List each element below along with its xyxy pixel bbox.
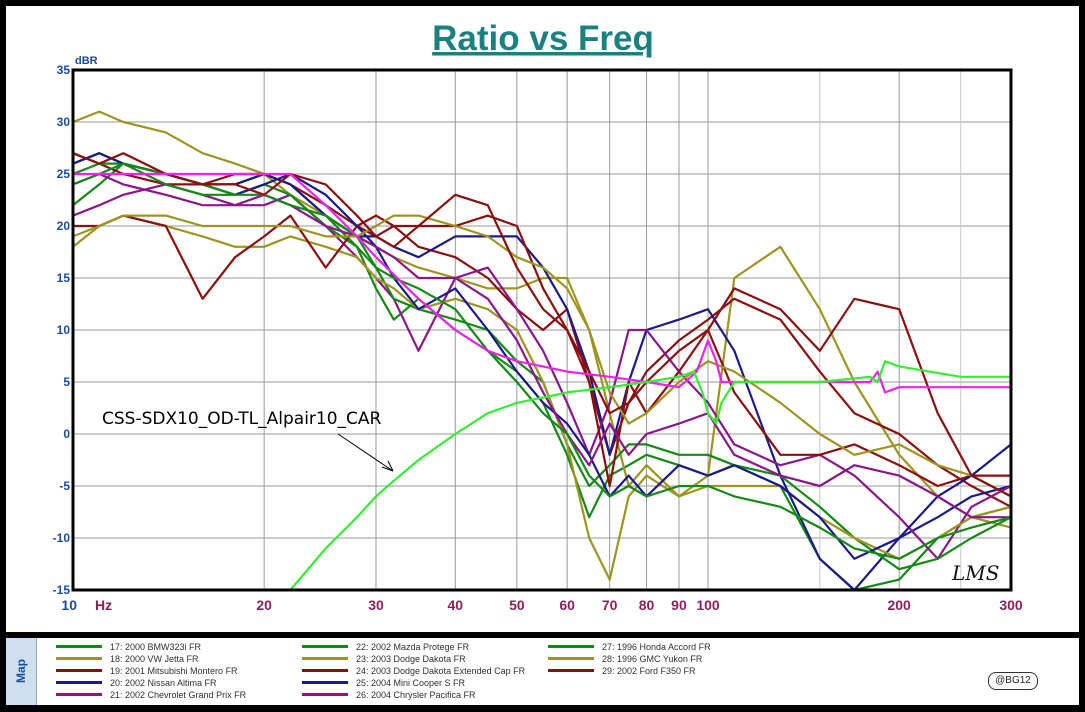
x-axis-unit: Hz bbox=[95, 597, 112, 613]
series-line bbox=[73, 214, 1011, 488]
series-line bbox=[72, 152, 1012, 498]
series-line bbox=[72, 162, 1012, 560]
legend-label: 22: 2002 Mazda Protege FR bbox=[356, 642, 470, 652]
legend-entry: 27: 1996 Honda Accord FR bbox=[548, 641, 711, 653]
x-tick-label: 60 bbox=[559, 597, 575, 613]
legend-label: 27: 1996 Honda Accord FR bbox=[602, 642, 711, 652]
legend-label: 25: 2004 Mini Cooper S FR bbox=[356, 678, 466, 688]
y-tick-label: 0 bbox=[63, 427, 70, 441]
y-tick-label: 10 bbox=[57, 323, 71, 337]
map-tab-label: Map bbox=[14, 659, 28, 683]
legend-entry: 19: 2001 Mitsubishi Montero FR bbox=[56, 665, 238, 677]
series-line bbox=[72, 172, 1011, 519]
series-line bbox=[72, 183, 1012, 560]
y-tick-label: 30 bbox=[57, 115, 71, 129]
legend-swatch bbox=[302, 657, 348, 661]
y-tick-label: -10 bbox=[53, 531, 71, 545]
legend-swatch bbox=[302, 645, 348, 649]
series-line bbox=[72, 152, 1012, 592]
map-tab[interactable]: Map bbox=[6, 638, 37, 705]
legend-label: 18: 2000 VW Jetta FR bbox=[110, 654, 199, 664]
legend-label: 19: 2001 Mitsubishi Montero FR bbox=[110, 666, 238, 676]
y-tick-label: 5 bbox=[63, 375, 70, 389]
y-tick-label: -5 bbox=[59, 479, 70, 493]
legend-label: 26: 2004 Chrysler Pacifica FR bbox=[356, 690, 476, 700]
y-axis-ticks: 35 30 25 20 15 10 5 0 -5 -10 -15 bbox=[53, 63, 71, 597]
legend-swatch bbox=[548, 657, 594, 661]
legend-swatch bbox=[56, 657, 102, 661]
series-line bbox=[72, 214, 1012, 498]
series-lines bbox=[72, 110, 1012, 592]
legend-entry: 23: 2003 Dodge Dakota FR bbox=[302, 653, 466, 665]
legend-entry: 21: 2002 Chevrolet Grand Prix FR bbox=[56, 689, 246, 701]
x-tick-label: 30 bbox=[368, 597, 384, 613]
series-line bbox=[72, 110, 1012, 529]
legend-label: 23: 2003 Dodge Dakota FR bbox=[356, 654, 466, 664]
annotation-label: CSS-SDX10_OD-TL_Alpair10_CAR bbox=[102, 409, 382, 429]
legend-entry: 29: 2002 Ford F350 FR bbox=[548, 665, 696, 677]
legend-entry: 20: 2002 Nissan Altima FR bbox=[56, 677, 217, 689]
x-tick-label: 300 bbox=[999, 597, 1023, 613]
x-tick-label: 20 bbox=[256, 597, 272, 613]
legend-swatch bbox=[548, 669, 594, 673]
chart-canvas bbox=[6, 6, 1079, 632]
legend-swatch bbox=[548, 645, 594, 649]
legend: Map 17: 2000 BMW323i FR 18: 2000 VW Jetta… bbox=[6, 638, 1079, 705]
legend-label: 20: 2002 Nissan Altima FR bbox=[110, 678, 217, 688]
y-tick-label: 35 bbox=[57, 63, 71, 77]
signature: LMS bbox=[951, 561, 999, 585]
legend-entry: 18: 2000 VW Jetta FR bbox=[56, 653, 199, 665]
series-line bbox=[73, 172, 1011, 394]
chart-title: Ratio vs Freq bbox=[432, 19, 654, 58]
legend-label: 17: 2000 BMW323i FR bbox=[110, 642, 202, 652]
legend-label: 28: 1996 GMC Yukon FR bbox=[602, 654, 703, 664]
legend-label: 29: 2002 Ford F350 FR bbox=[602, 666, 696, 676]
legend-swatch bbox=[56, 681, 102, 685]
y-tick-label: 20 bbox=[57, 219, 71, 233]
x-tick-label: 50 bbox=[509, 597, 525, 613]
legend-swatch bbox=[302, 669, 348, 673]
series-line bbox=[289, 360, 1011, 591]
legend-swatch bbox=[56, 645, 102, 649]
x-tick-label: 10 bbox=[61, 597, 77, 613]
legend-entry: 28: 1996 GMC Yukon FR bbox=[548, 653, 702, 665]
legend-label: 21: 2002 Chevrolet Grand Prix FR bbox=[110, 690, 247, 700]
x-tick-label: 80 bbox=[639, 597, 655, 613]
series-line bbox=[72, 152, 1012, 560]
legend-swatch bbox=[302, 681, 348, 685]
x-axis-ticks: 10 20 30 40 50 60 70 80 90 100 200 300 bbox=[61, 597, 1022, 613]
y-tick-label: -15 bbox=[53, 583, 71, 597]
x-tick-label: 90 bbox=[671, 597, 687, 613]
legend-swatch bbox=[302, 693, 348, 697]
y-axis-unit: dBR bbox=[75, 55, 98, 67]
plot-border bbox=[71, 68, 1013, 592]
legend-swatch bbox=[56, 669, 102, 673]
legend-entry: 25: 2004 Mini Cooper S FR bbox=[302, 677, 465, 689]
x-tick-label: 40 bbox=[448, 597, 464, 613]
credit-badge: @BG12 bbox=[988, 672, 1038, 690]
x-tick-label: 100 bbox=[696, 597, 720, 613]
legend-swatch bbox=[56, 693, 102, 697]
legend-entry: 17: 2000 BMW323i FR bbox=[56, 641, 201, 653]
x-tick-label: 200 bbox=[887, 597, 911, 613]
legend-entry: 22: 2002 Mazda Protege FR bbox=[302, 641, 469, 653]
x-tick-label: 70 bbox=[602, 597, 618, 613]
legend-entry: 24: 2003 Dodge Dakota Extended Cap FR bbox=[302, 665, 525, 677]
legend-label: 24: 2003 Dodge Dakota Extended Cap FR bbox=[356, 666, 526, 676]
y-tick-label: 25 bbox=[57, 167, 71, 181]
y-tick-label: 15 bbox=[57, 271, 71, 285]
legend-entry: 26: 2004 Chrysler Pacifica FR bbox=[302, 689, 476, 701]
annotation-arrow bbox=[337, 433, 394, 472]
